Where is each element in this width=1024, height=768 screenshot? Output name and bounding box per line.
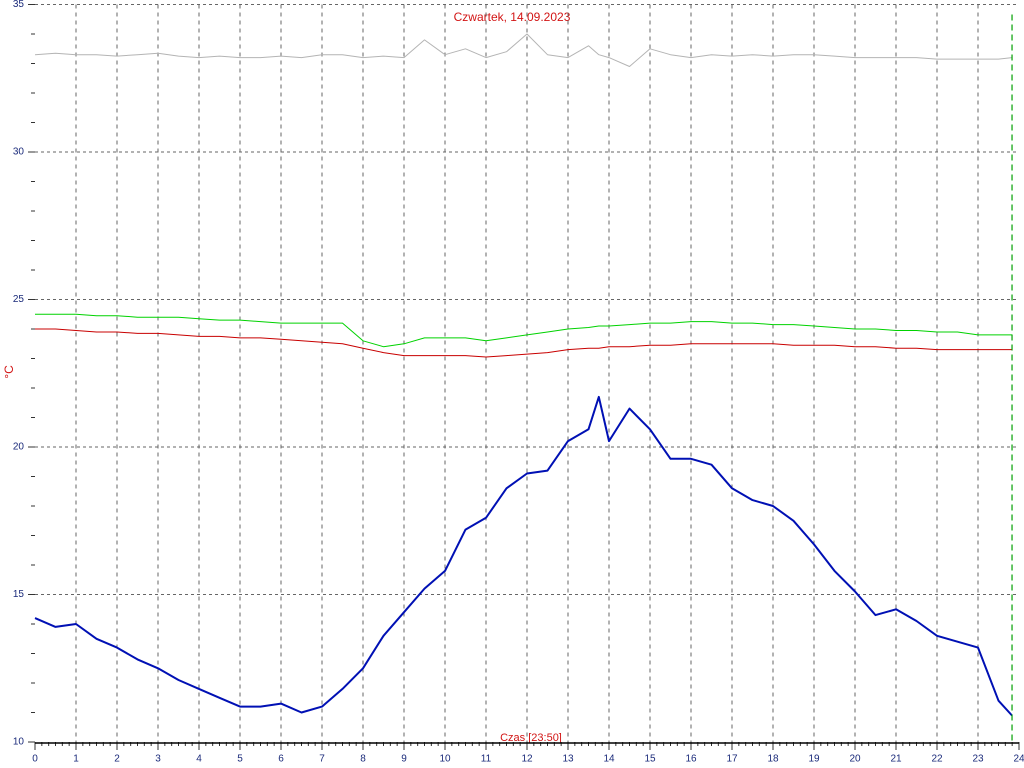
x-tick-label: 10 — [439, 754, 451, 765]
x-tick-label: 23 — [972, 754, 984, 765]
x-tick-label: 20 — [849, 754, 861, 765]
x-tick-label: 1 — [73, 754, 79, 765]
series-line — [34, 33, 1013, 67]
y-tick-label: 35 — [13, 0, 25, 10]
x-tick-label: 18 — [767, 754, 779, 765]
x-tick-label: 17 — [726, 754, 738, 765]
y-axis-label: °C — [2, 365, 16, 379]
x-tick-label: 19 — [808, 754, 820, 765]
series-line — [35, 313, 1012, 348]
x-tick-label: 2 — [114, 754, 120, 765]
x-tick-label: 7 — [319, 754, 325, 765]
x-tick-label: 4 — [196, 754, 202, 765]
x-tick-label: 21 — [890, 754, 902, 765]
x-tick-label: 13 — [562, 754, 574, 765]
x-tick-label: 11 — [481, 754, 492, 765]
x-tick-label: 22 — [931, 754, 943, 765]
y-tick-label: 15 — [13, 589, 25, 600]
x-tick-label: 0 — [32, 754, 38, 765]
y-tick-label: 25 — [13, 294, 25, 305]
x-tick-label: 3 — [155, 754, 161, 765]
x-tick-label: 12 — [521, 754, 533, 765]
x-tick-label: 14 — [603, 754, 615, 765]
x-tick-label: 9 — [401, 754, 407, 765]
x-tick-label: 16 — [685, 754, 697, 765]
chart-title: Czwartek, 14.09.2023 — [454, 10, 571, 24]
x-tick-label: 24 — [1013, 754, 1024, 765]
series-line — [34, 395, 1013, 717]
x-axis-label: Czas [23:50] — [500, 732, 562, 744]
x-tick-label: 8 — [360, 754, 366, 765]
y-tick-label: 30 — [13, 147, 25, 158]
y-tick-label: 20 — [13, 442, 25, 453]
x-tick-label: 15 — [644, 754, 656, 765]
series-line — [35, 328, 1012, 358]
x-tick-label: 5 — [237, 754, 243, 765]
y-tick-label: 10 — [13, 737, 25, 748]
x-tick-label: 6 — [278, 754, 284, 765]
